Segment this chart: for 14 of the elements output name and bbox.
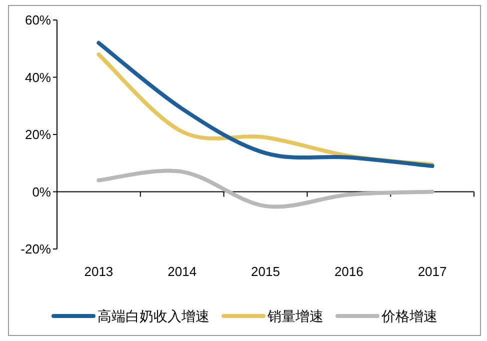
x-tick-label: 2014 xyxy=(168,264,197,279)
x-tick-label: 2017 xyxy=(418,264,447,279)
x-tick-label: 2013 xyxy=(84,264,114,279)
y-tick-label: 60% xyxy=(24,12,52,28)
y-tick-label: 40% xyxy=(24,70,52,85)
legend-label: 高端白奶收入增速 xyxy=(98,309,210,325)
line-series xyxy=(96,168,434,209)
legend-label: 价格增速 xyxy=(380,309,438,325)
x-tick-label: 2016 xyxy=(334,264,364,279)
y-tick-label: 20% xyxy=(24,127,52,142)
x-tick-label: 2015 xyxy=(251,264,280,279)
legend-label: 销量增速 xyxy=(266,309,324,325)
y-tick-label: 0% xyxy=(32,184,52,200)
y-tick-label: -20% xyxy=(20,242,52,256)
